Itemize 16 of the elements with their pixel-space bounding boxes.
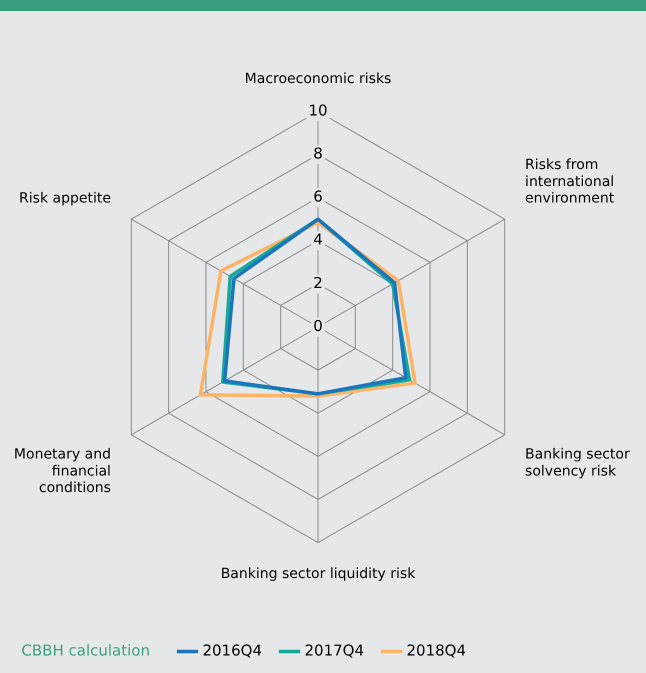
spoke-label: Banking sector liquidity risk — [220, 566, 416, 582]
spoke-label: Banking sector solvency risk — [525, 446, 630, 480]
legend-label: 2018Q4 — [406, 641, 466, 660]
y-tick-label: 8 — [313, 144, 323, 162]
spoke-label: Risk appetite — [19, 190, 111, 207]
text: CBBH calculation — [21, 641, 150, 660]
y-tick-label: 0 — [313, 316, 323, 335]
y-tick-label: 4 — [313, 230, 323, 249]
y-tick-label: 10 — [308, 101, 328, 120]
spoke-label: Macroeconomic risks — [244, 71, 392, 88]
spoke-label: Risks from international environment — [525, 157, 615, 207]
legend-label: 2016Q4 — [202, 641, 262, 660]
legend-label: 2017Q4 — [304, 641, 364, 660]
y-tick-label: 2 — [313, 274, 323, 292]
y-tick-label: 6 — [313, 188, 323, 206]
spoke-label: Monetary and financial conditions — [14, 446, 111, 496]
